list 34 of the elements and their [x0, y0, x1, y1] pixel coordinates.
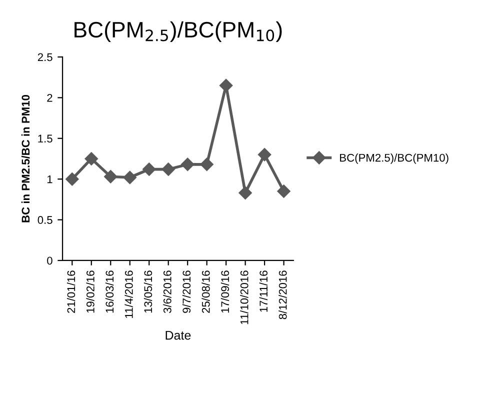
y-tick-label: 1.5: [38, 134, 52, 143]
x-tick-label: 19/02/16: [86, 270, 94, 313]
x-tick-label: 11/4/2016: [124, 270, 133, 318]
point: [277, 184, 290, 198]
x-tick-label: 9/7/2016: [182, 270, 191, 313]
x-tick-label: 8/12/2016: [278, 270, 287, 320]
x-tick-label: 25/08/16: [202, 270, 210, 313]
y-tick-label: 2: [47, 94, 52, 102]
point: [66, 172, 79, 186]
point: [142, 162, 156, 176]
point: [162, 162, 175, 176]
point: [84, 152, 98, 166]
point: [238, 186, 252, 200]
point: [104, 170, 118, 184]
point: [200, 158, 214, 172]
y-tick-label: 1: [47, 175, 52, 184]
x-tick-label: 13/05/16: [144, 270, 152, 313]
legend-label: BC(PM2.5)/BC(PM10): [340, 154, 448, 164]
point: [123, 170, 136, 184]
chart-title: BC(PM$_{2.5}$)/BC(PM$_{10}$): [74, 21, 282, 42]
x-tick-label: 17/09/16: [220, 270, 230, 313]
point: [258, 148, 272, 162]
x-tick-label: 16/03/16: [105, 270, 114, 313]
x-tick-label: 3/6/2016: [163, 270, 172, 314]
point: [181, 158, 194, 172]
y-tick-label: 0: [47, 256, 52, 265]
point: [219, 78, 233, 92]
x-tick-label: 17/11/16: [259, 270, 268, 312]
x-tick-label: 21/01/16: [66, 270, 76, 313]
y-tick-label: 2.5: [38, 53, 52, 62]
y-tick-label: 0.5: [38, 216, 52, 224]
x-axis-title: Date: [166, 331, 191, 340]
y-axis-title: BC in PM2.5/BC in PM10: [21, 94, 30, 222]
x-tick-label: 11/10/2016: [240, 270, 248, 324]
